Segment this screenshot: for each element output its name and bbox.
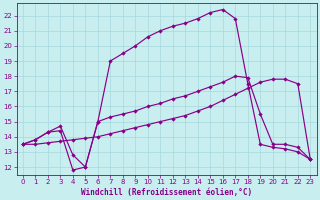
X-axis label: Windchill (Refroidissement éolien,°C): Windchill (Refroidissement éolien,°C) <box>81 188 252 197</box>
